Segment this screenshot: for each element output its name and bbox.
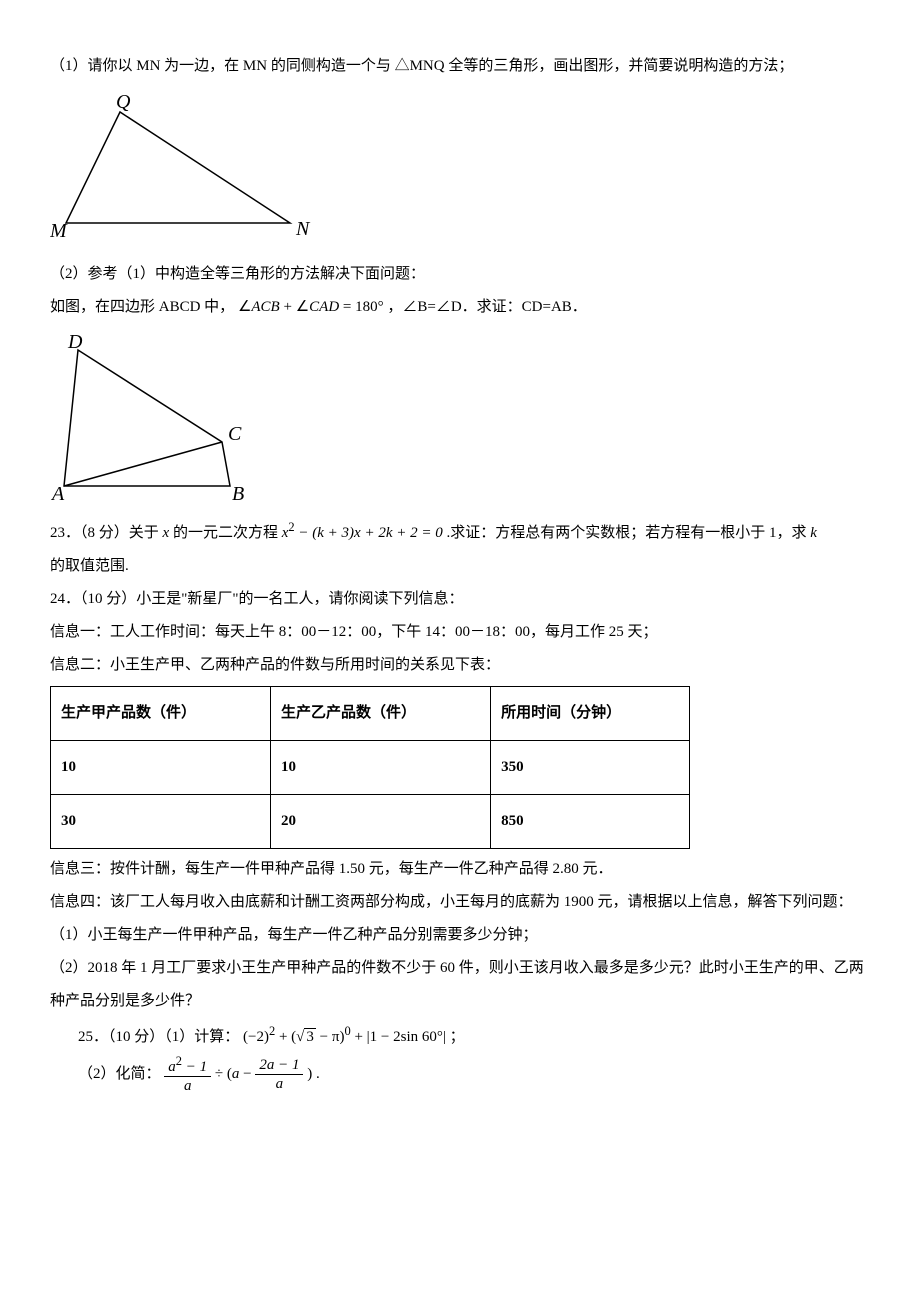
table-cell: 30 xyxy=(51,795,271,849)
table-row-header: 生产甲产品数（件） 生产乙产品数（件） 所用时间（分钟） xyxy=(51,687,690,741)
table-cell: 20 xyxy=(271,795,491,849)
q25-line1: 25．（10 分）（1）计算： (−2)2 + (√3 − π)0 + |1 −… xyxy=(50,1018,870,1054)
q24-sub1: （1）小王每生产一件甲种产品，每生产一件乙种产品分别需要多少分钟； xyxy=(50,919,870,952)
label-M: M xyxy=(50,220,68,242)
p2-line2: 如图，在四边形 ABCD 中， ∠ACB + ∠CAD = 180° ，∠B=∠… xyxy=(50,291,870,324)
q24-info4: 信息四：该厂工人每月收入由底薪和计酬工资两部分构成，小王每月的底薪为 1900 … xyxy=(50,886,870,919)
q25-divide: ÷ (a − xyxy=(215,1066,255,1082)
q24-info3: 信息三：按件计酬，每生产一件甲种产品得 1.50 元，每生产一件乙种产品得 2.… xyxy=(50,853,870,886)
q25-close: ) . xyxy=(307,1066,320,1082)
q23-prefix: 23．（8 分）关于 xyxy=(50,525,163,541)
q23-mid1: 的一元二次方程 xyxy=(169,525,282,541)
q24-title: 24．（10 分）小王是"新星厂"的一名工人，请你阅读下列信息： xyxy=(50,583,870,616)
q24-table: 生产甲产品数（件） 生产乙产品数（件） 所用时间（分钟） 10 10 350 3… xyxy=(50,686,690,849)
table-row: 10 10 350 xyxy=(51,741,690,795)
figure-mnq: Q M N xyxy=(50,93,320,248)
q24-info2: 信息二：小王生产甲、乙两种产品的件数与所用时间的关系见下表： xyxy=(50,649,870,682)
p2-prefix: （2）参考（1）中构造全等三角形的方法解决下面问题： xyxy=(50,258,870,291)
figure-abcd: A B C D xyxy=(50,334,260,504)
q24-info1: 信息一：工人工作时间：每天上午 8：00－12：00，下午 14：00－18：0… xyxy=(50,616,870,649)
table-header-2: 生产乙产品数（件） xyxy=(271,687,491,741)
label-D: D xyxy=(67,334,83,353)
label-B: B xyxy=(232,483,244,504)
q25-frac2: 2a − 1 a xyxy=(255,1056,303,1093)
q25-line2: （2）化简： a2 − 1 a ÷ (a − 2a − 1 a ) . xyxy=(50,1054,870,1095)
table-header-3: 所用时间（分钟） xyxy=(491,687,690,741)
q23-expr: x2 − (k + 3)x + 2k + 2 = 0 xyxy=(282,525,443,541)
p2-line2-b: ，∠B=∠D．求证：CD=AB． xyxy=(387,299,586,315)
q25-sub2-prefix: （2）化简： xyxy=(78,1066,161,1082)
q23-mid2: .求证：方程总有两个实数根；若方程有一根小于 1，求 xyxy=(443,525,811,541)
q24-sub2: （2）2018 年 1 月工厂要求小王生产甲种产品的件数不少于 60 件，则小王… xyxy=(50,952,870,1018)
q25-expr: (−2)2 + (√3 − π)0 + |1 − 2sin 60°| xyxy=(243,1029,446,1045)
table-header-1: 生产甲产品数（件） xyxy=(51,687,271,741)
table-cell: 10 xyxy=(51,741,271,795)
q25-frac1: a2 − 1 a xyxy=(164,1054,211,1095)
q23-text: 23．（8 分）关于 x 的一元二次方程 x2 − (k + 3)x + 2k … xyxy=(50,514,870,550)
table-row: 30 20 850 xyxy=(51,795,690,849)
table-cell: 350 xyxy=(491,741,690,795)
p2-line2-a: 如图，在四边形 ABCD 中， xyxy=(50,299,234,315)
q23-suffix: 的取值范围. xyxy=(50,550,870,583)
label-N: N xyxy=(295,218,311,240)
q23-var2: k xyxy=(810,525,817,541)
p1-text: （1）请你以 MN 为一边，在 MN 的同侧构造一个与 △MNQ 全等的三角形，… xyxy=(50,50,870,83)
label-A: A xyxy=(50,483,65,504)
p2-expr: ∠ACB + ∠CAD = 180° xyxy=(238,299,384,315)
table-cell: 10 xyxy=(271,741,491,795)
label-C: C xyxy=(228,423,242,445)
table-cell: 850 xyxy=(491,795,690,849)
q25-title-b: ； xyxy=(450,1029,465,1045)
label-Q: Q xyxy=(116,93,131,113)
q25-title-a: 25．（10 分）（1）计算： xyxy=(78,1029,239,1045)
